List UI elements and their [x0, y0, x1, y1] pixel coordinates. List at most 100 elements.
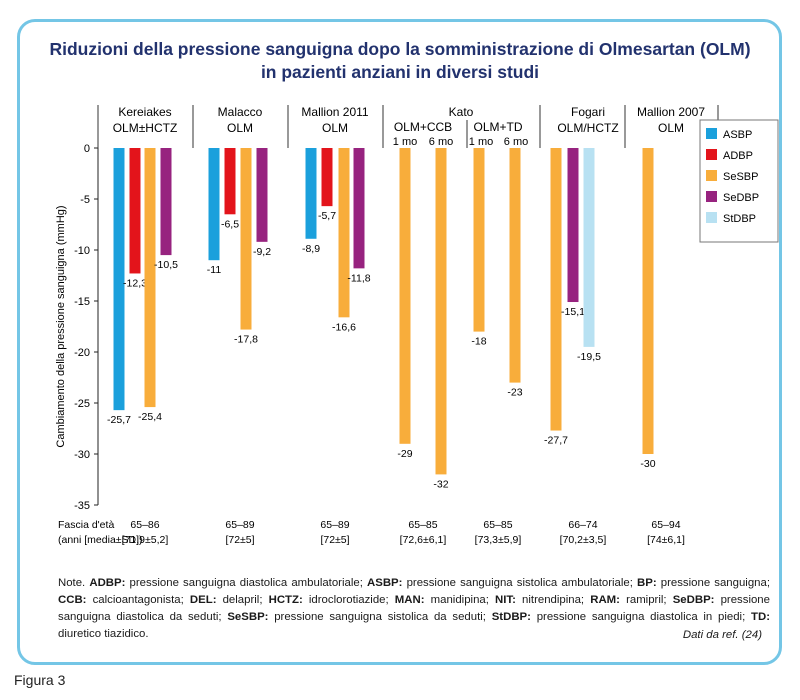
- bar-sesbp: [240, 148, 252, 330]
- study-label: Mallion 2011: [301, 105, 368, 119]
- data-label: -5,7: [318, 210, 336, 222]
- bar-sedbp: [256, 148, 268, 242]
- study-label: Malacco: [218, 105, 263, 119]
- y-tick-label: -15: [74, 296, 90, 308]
- note-term: RAM:: [590, 594, 620, 606]
- y-tick-label: -10: [74, 245, 90, 257]
- figure-label: Figura 3: [14, 672, 66, 688]
- bar-adbp: [321, 148, 333, 207]
- study-label: Kereiakes: [118, 105, 171, 119]
- treatment-label: OLM: [658, 121, 684, 135]
- legend-label: ASBP: [723, 129, 752, 141]
- note-definition: pressione sanguigna sistolica ambulatori…: [402, 577, 638, 589]
- period-label: 6 mo: [504, 136, 528, 148]
- data-label: -15,1: [561, 306, 585, 318]
- bar-chart: 0 -5 -10 -15 -20 -25 -30 -35 Cambiamento della p…: [55, 105, 779, 546]
- age-range: 65–94: [651, 519, 680, 531]
- bar-sesbp: [550, 148, 562, 431]
- data-label: -23: [507, 387, 522, 399]
- treatment-label: OLM+TD: [473, 120, 522, 134]
- period-label: 1 mo: [393, 136, 417, 148]
- treatment-label: OLM±HCTZ: [113, 121, 178, 135]
- bar-sedbp: [567, 148, 579, 303]
- bar-adbp: [129, 148, 141, 274]
- note-definition: calcioantagonista;: [86, 594, 190, 606]
- data-label: -8,9: [302, 243, 320, 255]
- legend-swatch-sedbp: [706, 191, 717, 202]
- y-tick-label: -35: [74, 500, 90, 512]
- note-definition: nitrendipina;: [515, 594, 591, 606]
- data-label: -32: [433, 478, 448, 490]
- note-definition: pressione sanguigna;: [656, 577, 771, 589]
- data-label: -17,8: [234, 334, 258, 346]
- legend-swatch-sesbp: [706, 170, 717, 181]
- chart-title: Riduzioni della pressione sanguigna dopo…: [0, 38, 800, 84]
- age-range: 65–89: [320, 519, 349, 531]
- age-range: 66–74: [568, 519, 597, 531]
- note-term: DEL:: [189, 594, 217, 606]
- note-definition: manidipina;: [424, 594, 496, 606]
- legend-label: StDBP: [723, 213, 756, 225]
- treatment-label: OLM+CCB: [394, 120, 452, 134]
- data-label: -25,7: [107, 414, 131, 426]
- treatment-label: OLM: [322, 121, 348, 135]
- y-tick-label: -20: [74, 347, 90, 359]
- data-label: -30: [640, 458, 655, 470]
- age-range: 65–89: [225, 519, 254, 531]
- note-term: BP:: [637, 577, 657, 589]
- age-mean-sd: [72,6±6,1]: [400, 534, 447, 546]
- abbreviations-note: Note. ADBP: pressione sanguigna diastoli…: [58, 575, 770, 643]
- legend-swatch-stdbp: [706, 212, 717, 223]
- age-range: 65–86: [130, 519, 159, 531]
- study-label: Mallion 2007: [637, 105, 705, 119]
- note-term: MAN:: [394, 594, 425, 606]
- note-term: ADBP:: [89, 577, 126, 589]
- data-label: -10,5: [154, 259, 178, 271]
- chart-title-line-1: Riduzioni della pressione sanguigna dopo…: [49, 39, 751, 59]
- note-definition: pressione sanguigna diastolica da seduti…: [58, 594, 770, 623]
- data-label: -16,6: [332, 321, 356, 333]
- y-tick-label: 0: [84, 143, 90, 155]
- note-term: TD:: [751, 611, 770, 623]
- bar-sesbp: [338, 148, 350, 318]
- note-definition: pressione sanguigna diastolica ambulator…: [125, 577, 367, 589]
- y-tick-label: -5: [80, 194, 90, 206]
- note-definition: pressione sanguigna sistolica da seduti;: [268, 611, 492, 623]
- data-label: -27,7: [544, 435, 568, 447]
- study-label: Kato: [449, 105, 474, 119]
- bar-sesbp: [509, 148, 521, 383]
- note-definition: delapril;: [216, 594, 269, 606]
- legend-label: SeDBP: [723, 192, 759, 204]
- bar-adbp: [224, 148, 236, 215]
- data-source: Dati da ref. (24): [682, 629, 762, 641]
- note-term: CCB:: [58, 594, 87, 606]
- note-term: SeDBP:: [672, 594, 715, 606]
- data-label: -18: [471, 336, 486, 348]
- data-label: -11: [207, 264, 222, 276]
- legend-swatch-adbp: [706, 149, 717, 160]
- treatment-label: OLM: [227, 121, 253, 135]
- age-row-label: (anni [media±SD]): [58, 534, 143, 546]
- bar-sedbp: [160, 148, 172, 256]
- age-row-label: Fascia d'età: [58, 519, 114, 531]
- legend-label: SeSBP: [723, 171, 758, 183]
- bar-asbp: [305, 148, 317, 239]
- note-prefix: Note.: [58, 577, 86, 589]
- note-term: StDBP:: [491, 611, 531, 623]
- note-term: NIT:: [495, 594, 516, 606]
- data-label: -25,4: [138, 411, 162, 423]
- legend-label: ADBP: [723, 150, 753, 162]
- bar-asbp: [113, 148, 125, 411]
- y-axis-label: Cambiamento della pressione sanguigna (m…: [55, 205, 67, 447]
- data-label: -9,2: [253, 246, 271, 258]
- bar-sesbp: [473, 148, 485, 332]
- age-range: 65–85: [408, 519, 437, 531]
- bar-sedbp: [353, 148, 365, 269]
- age-mean-sd: [74±6,1]: [647, 534, 685, 546]
- data-label: -29: [397, 448, 412, 460]
- y-tick-label: -25: [74, 398, 90, 410]
- data-label: -12,3: [123, 277, 147, 289]
- age-mean-sd: [72±5]: [320, 534, 349, 546]
- age-mean-sd: [71,9±5,2]: [122, 534, 169, 546]
- age-mean-sd: [70,2±3,5]: [560, 534, 607, 546]
